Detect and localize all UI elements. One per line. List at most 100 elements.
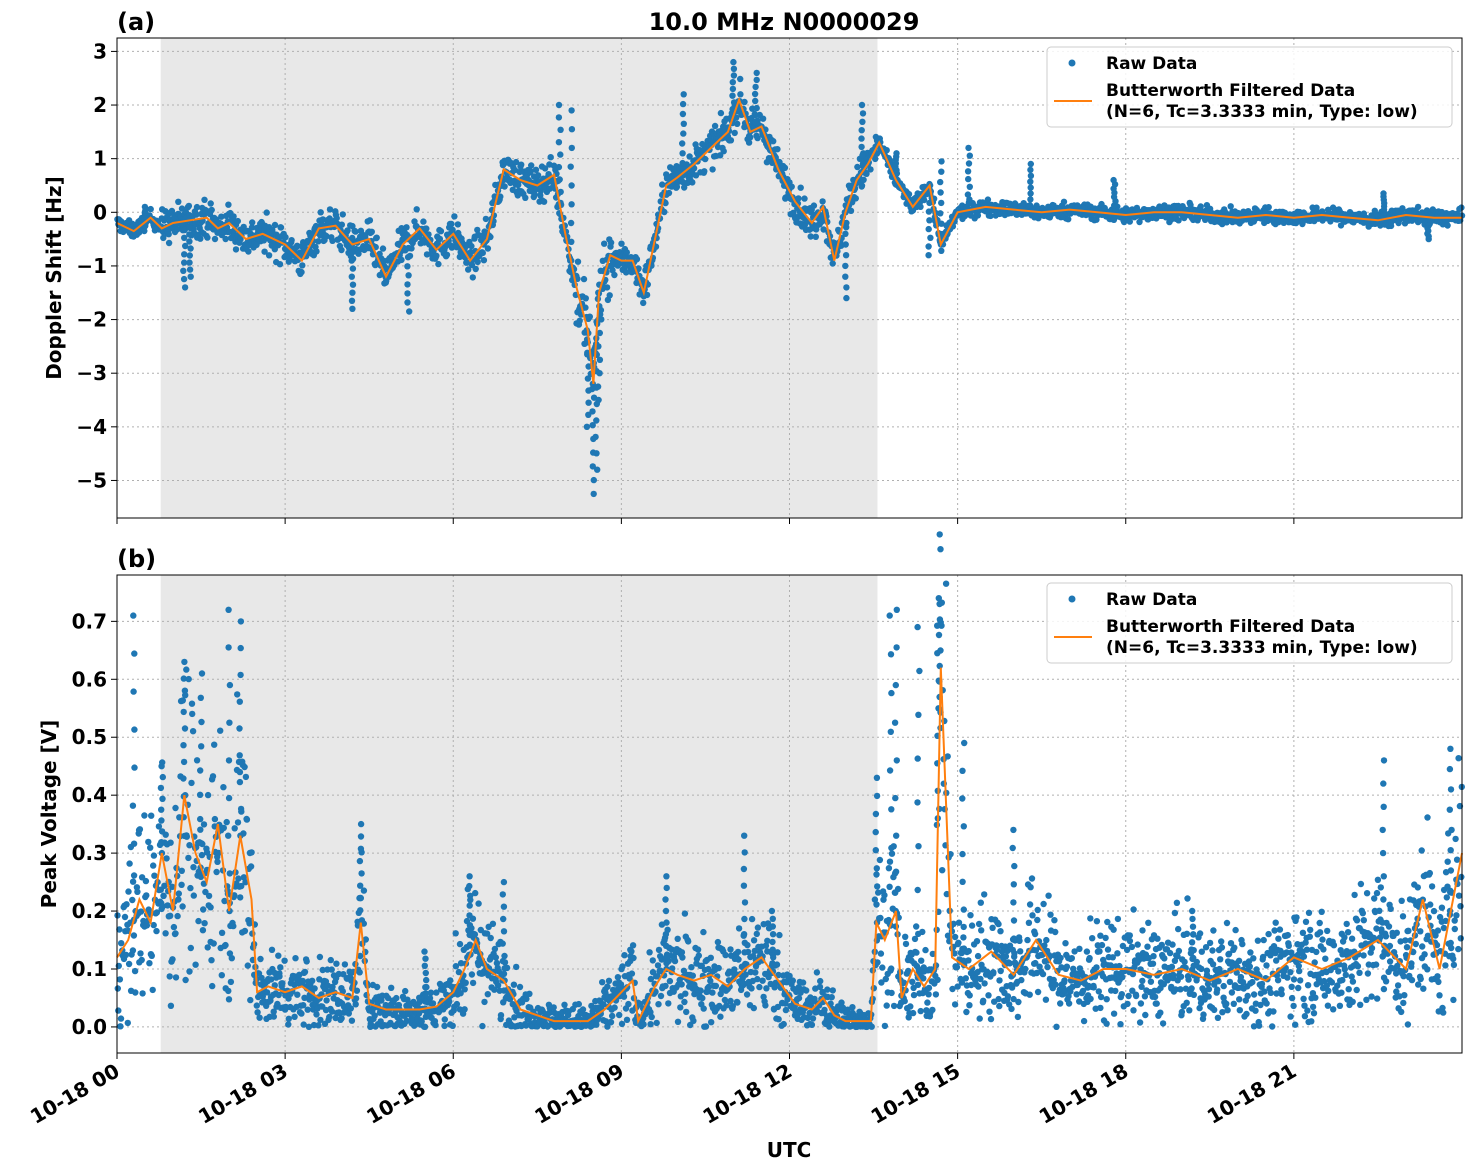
raw-point [860, 177, 866, 183]
raw-point [147, 845, 153, 851]
raw-point [404, 281, 410, 287]
raw-point [649, 1014, 655, 1020]
raw-point [937, 546, 943, 552]
raw-point [1081, 1018, 1087, 1024]
raw-point [137, 826, 143, 832]
raw-point [181, 276, 187, 282]
raw-point [817, 978, 823, 984]
raw-point [1027, 992, 1033, 998]
raw-point [1052, 981, 1058, 987]
raw-point [276, 973, 282, 979]
raw-point [149, 953, 155, 959]
raw-point [1139, 978, 1145, 984]
raw-point [244, 816, 250, 822]
raw-point [596, 370, 602, 376]
raw-point [577, 318, 583, 324]
raw-point [907, 1003, 913, 1009]
raw-point [247, 997, 253, 1003]
raw-point [606, 978, 612, 984]
raw-point [965, 145, 971, 151]
raw-point [1125, 993, 1131, 999]
raw-point [490, 921, 496, 927]
raw-point [174, 913, 180, 919]
raw-point [798, 185, 804, 191]
raw-point [288, 237, 294, 243]
raw-point [256, 1015, 262, 1021]
raw-point [169, 956, 175, 962]
raw-point [432, 1022, 438, 1028]
raw-point [1197, 930, 1203, 936]
raw-point [1112, 988, 1118, 994]
raw-point [317, 954, 323, 960]
raw-point [405, 272, 411, 278]
raw-point [469, 971, 475, 977]
raw-point [214, 859, 220, 865]
raw-point [568, 182, 574, 188]
raw-point [191, 892, 197, 898]
raw-point [672, 958, 678, 964]
raw-point [624, 249, 630, 255]
raw-point [122, 914, 128, 920]
raw-point [1096, 948, 1102, 954]
raw-point [998, 968, 1004, 974]
raw-point [311, 985, 317, 991]
raw-point [126, 860, 132, 866]
raw-point [175, 199, 181, 205]
raw-point [221, 825, 227, 831]
raw-point [352, 228, 358, 234]
raw-point [1176, 948, 1182, 954]
raw-point [134, 889, 140, 895]
raw-point [666, 190, 672, 196]
raw-point [682, 910, 688, 916]
raw-point [248, 863, 254, 869]
raw-point [535, 172, 541, 178]
raw-point [182, 977, 188, 983]
raw-point [1415, 204, 1421, 210]
raw-point [1027, 901, 1033, 907]
raw-point [495, 982, 501, 988]
raw-point [813, 234, 819, 240]
raw-point [353, 995, 359, 1001]
raw-point [498, 1012, 504, 1018]
raw-point [754, 77, 760, 83]
raw-point [175, 896, 181, 902]
raw-point [433, 253, 439, 259]
raw-point [151, 852, 157, 858]
raw-point [937, 179, 943, 185]
raw-point [938, 158, 944, 164]
raw-point [915, 982, 921, 988]
legend-raw-marker-a [1069, 60, 1076, 67]
raw-point [1027, 179, 1033, 185]
raw-point [349, 290, 355, 296]
raw-point [708, 955, 714, 961]
raw-point [744, 991, 750, 997]
raw-point [298, 269, 304, 275]
raw-point [616, 1012, 622, 1018]
raw-point [697, 987, 703, 993]
raw-point [1119, 991, 1125, 997]
raw-point [242, 928, 248, 934]
raw-point [404, 290, 410, 296]
raw-point [1188, 985, 1194, 991]
raw-point [926, 208, 932, 214]
raw-point [192, 962, 198, 968]
raw-point [187, 252, 193, 258]
raw-point [129, 897, 135, 903]
raw-point [557, 127, 563, 133]
raw-point [895, 886, 901, 892]
raw-point [457, 941, 463, 947]
raw-point [1026, 920, 1032, 926]
raw-point [556, 114, 562, 120]
raw-point [167, 840, 173, 846]
raw-point [689, 179, 695, 185]
raw-point [842, 274, 848, 280]
raw-point [938, 248, 944, 254]
raw-point [814, 969, 820, 975]
raw-point [501, 183, 507, 189]
raw-point [568, 220, 574, 226]
raw-point [139, 990, 145, 996]
raw-point [333, 961, 339, 967]
raw-point [1084, 948, 1090, 954]
raw-point [207, 904, 213, 910]
